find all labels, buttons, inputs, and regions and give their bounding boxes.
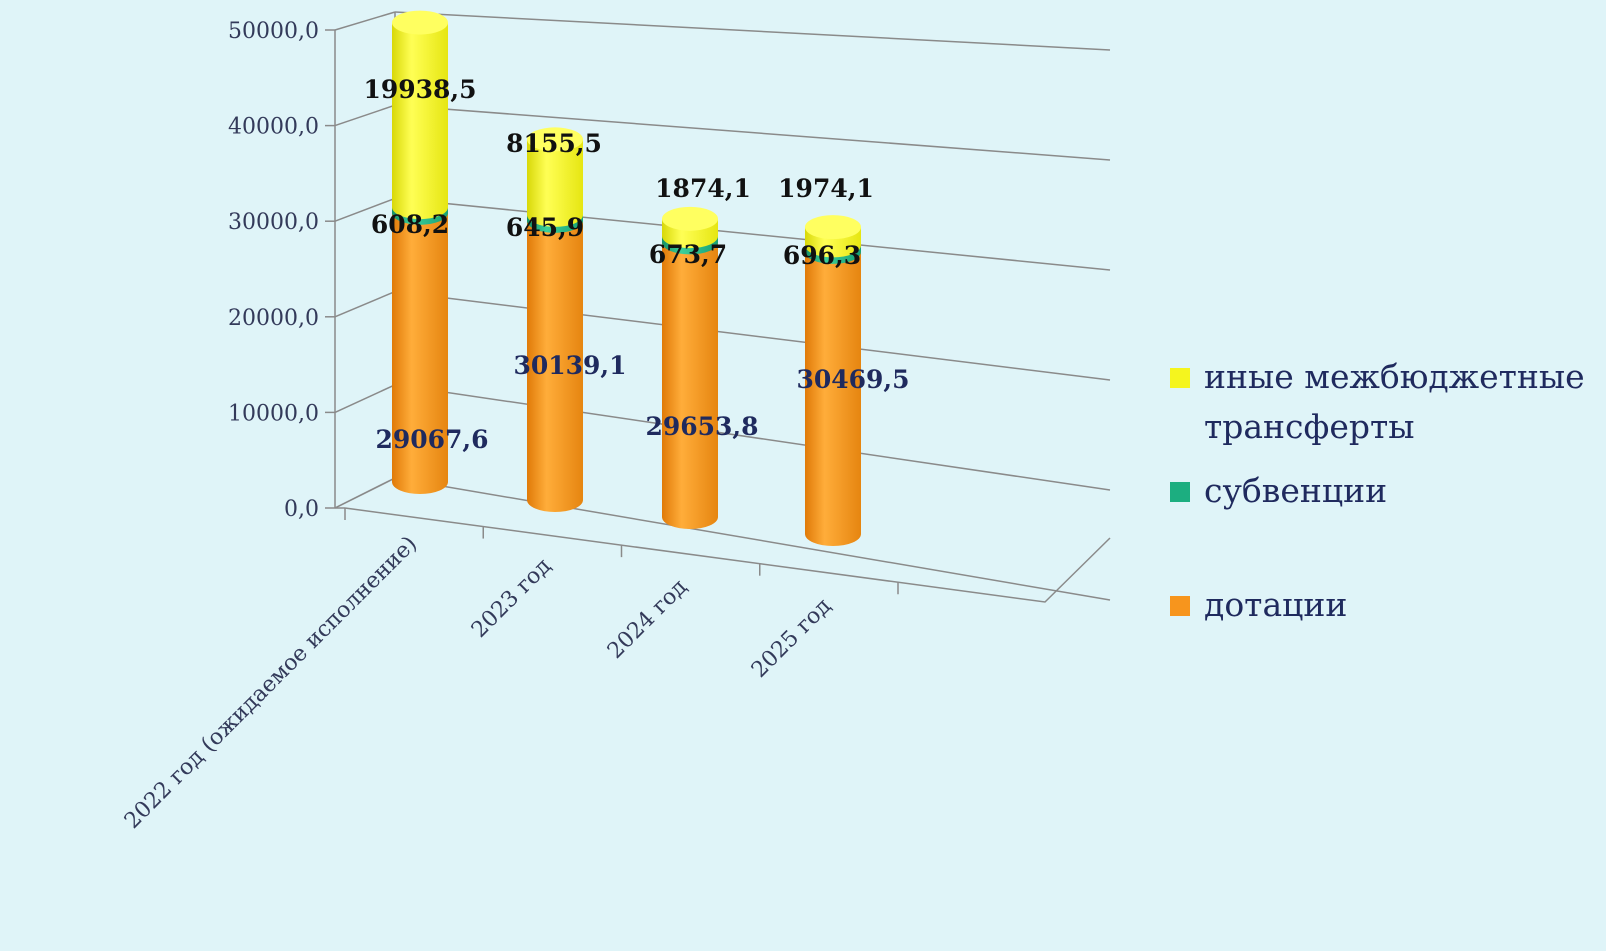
legend-item: иные межбюджетные трансферты: [1170, 357, 1585, 446]
gridline: [394, 384, 1111, 491]
data-label: 645,9: [506, 213, 584, 242]
bar-segment: [392, 212, 448, 494]
y-tick-label: 0,0: [284, 497, 319, 522]
bars-layer: [392, 10, 861, 547]
bar-stack: [392, 10, 448, 494]
bar-stack: [662, 206, 718, 529]
data-label: 608,2: [371, 210, 449, 239]
legend-label: субвенции: [1204, 471, 1387, 510]
legend-label-line2: трансферты: [1204, 407, 1415, 446]
data-label: 19938,5: [363, 75, 476, 104]
side-gridline: [334, 290, 396, 318]
gridline: [394, 197, 1111, 271]
bar-top: [805, 215, 861, 240]
y-tick-label: 10000,0: [228, 401, 319, 426]
bar-stack: [805, 215, 861, 547]
y-tick-label: 40000,0: [228, 115, 319, 140]
side-gridline: [334, 104, 396, 127]
category-label: 2023 год: [467, 554, 556, 643]
legend-item: дотации: [1170, 585, 1347, 624]
data-label: 673,7: [649, 240, 727, 269]
side-gridline: [334, 197, 396, 222]
side-gridline: [334, 11, 396, 31]
side-gridline: [334, 384, 396, 414]
legend-item: субвенции: [1170, 471, 1387, 510]
legend: иные межбюджетные трансферты субвенции дота…: [1170, 357, 1585, 624]
data-label: 1874,1: [655, 174, 751, 203]
gridline: [394, 11, 1111, 51]
gridline: [394, 104, 1111, 161]
bar-top: [392, 10, 448, 35]
category-label: 2022 год (ожидаемое исполнение): [120, 532, 422, 834]
floor-left: [334, 477, 396, 509]
bar-top: [662, 206, 718, 231]
bar-segment: [805, 251, 861, 547]
y-tick-label: 50000,0: [228, 19, 319, 44]
data-label: 30469,5: [796, 365, 909, 394]
data-label: 8155,5: [506, 129, 602, 158]
gridline: [394, 477, 1111, 601]
bar-segment: [662, 242, 718, 529]
legend-swatch: [1170, 368, 1190, 388]
category-label: 2025 год: [747, 594, 836, 683]
legend-label: иные межбюджетные: [1204, 357, 1585, 396]
data-label: 29653,8: [645, 412, 758, 441]
legend-swatch: [1170, 482, 1190, 502]
floor-edge: [344, 507, 1111, 603]
y-tick-label: 20000,0: [228, 306, 319, 331]
labels-layer: 29067,6 30139,1 29653,8 30469,5 608,2 645,9 67…: [120, 75, 910, 834]
data-label: 29067,6: [375, 425, 488, 454]
legend-label: дотации: [1204, 585, 1347, 624]
category-label: 2024 год: [603, 575, 692, 664]
data-label: 696,3: [783, 241, 861, 270]
y-tick-label: 30000,0: [228, 210, 319, 235]
bar-segment: [527, 220, 583, 513]
bar-segment: [527, 139, 583, 227]
data-label: 30139,1: [513, 351, 626, 380]
gridline: [394, 290, 1111, 381]
bar-segment: [392, 22, 448, 220]
data-label: 1974,1: [778, 174, 874, 203]
bar-top: [527, 127, 583, 152]
legend-swatch: [1170, 596, 1190, 616]
bar-stack: [527, 127, 583, 513]
